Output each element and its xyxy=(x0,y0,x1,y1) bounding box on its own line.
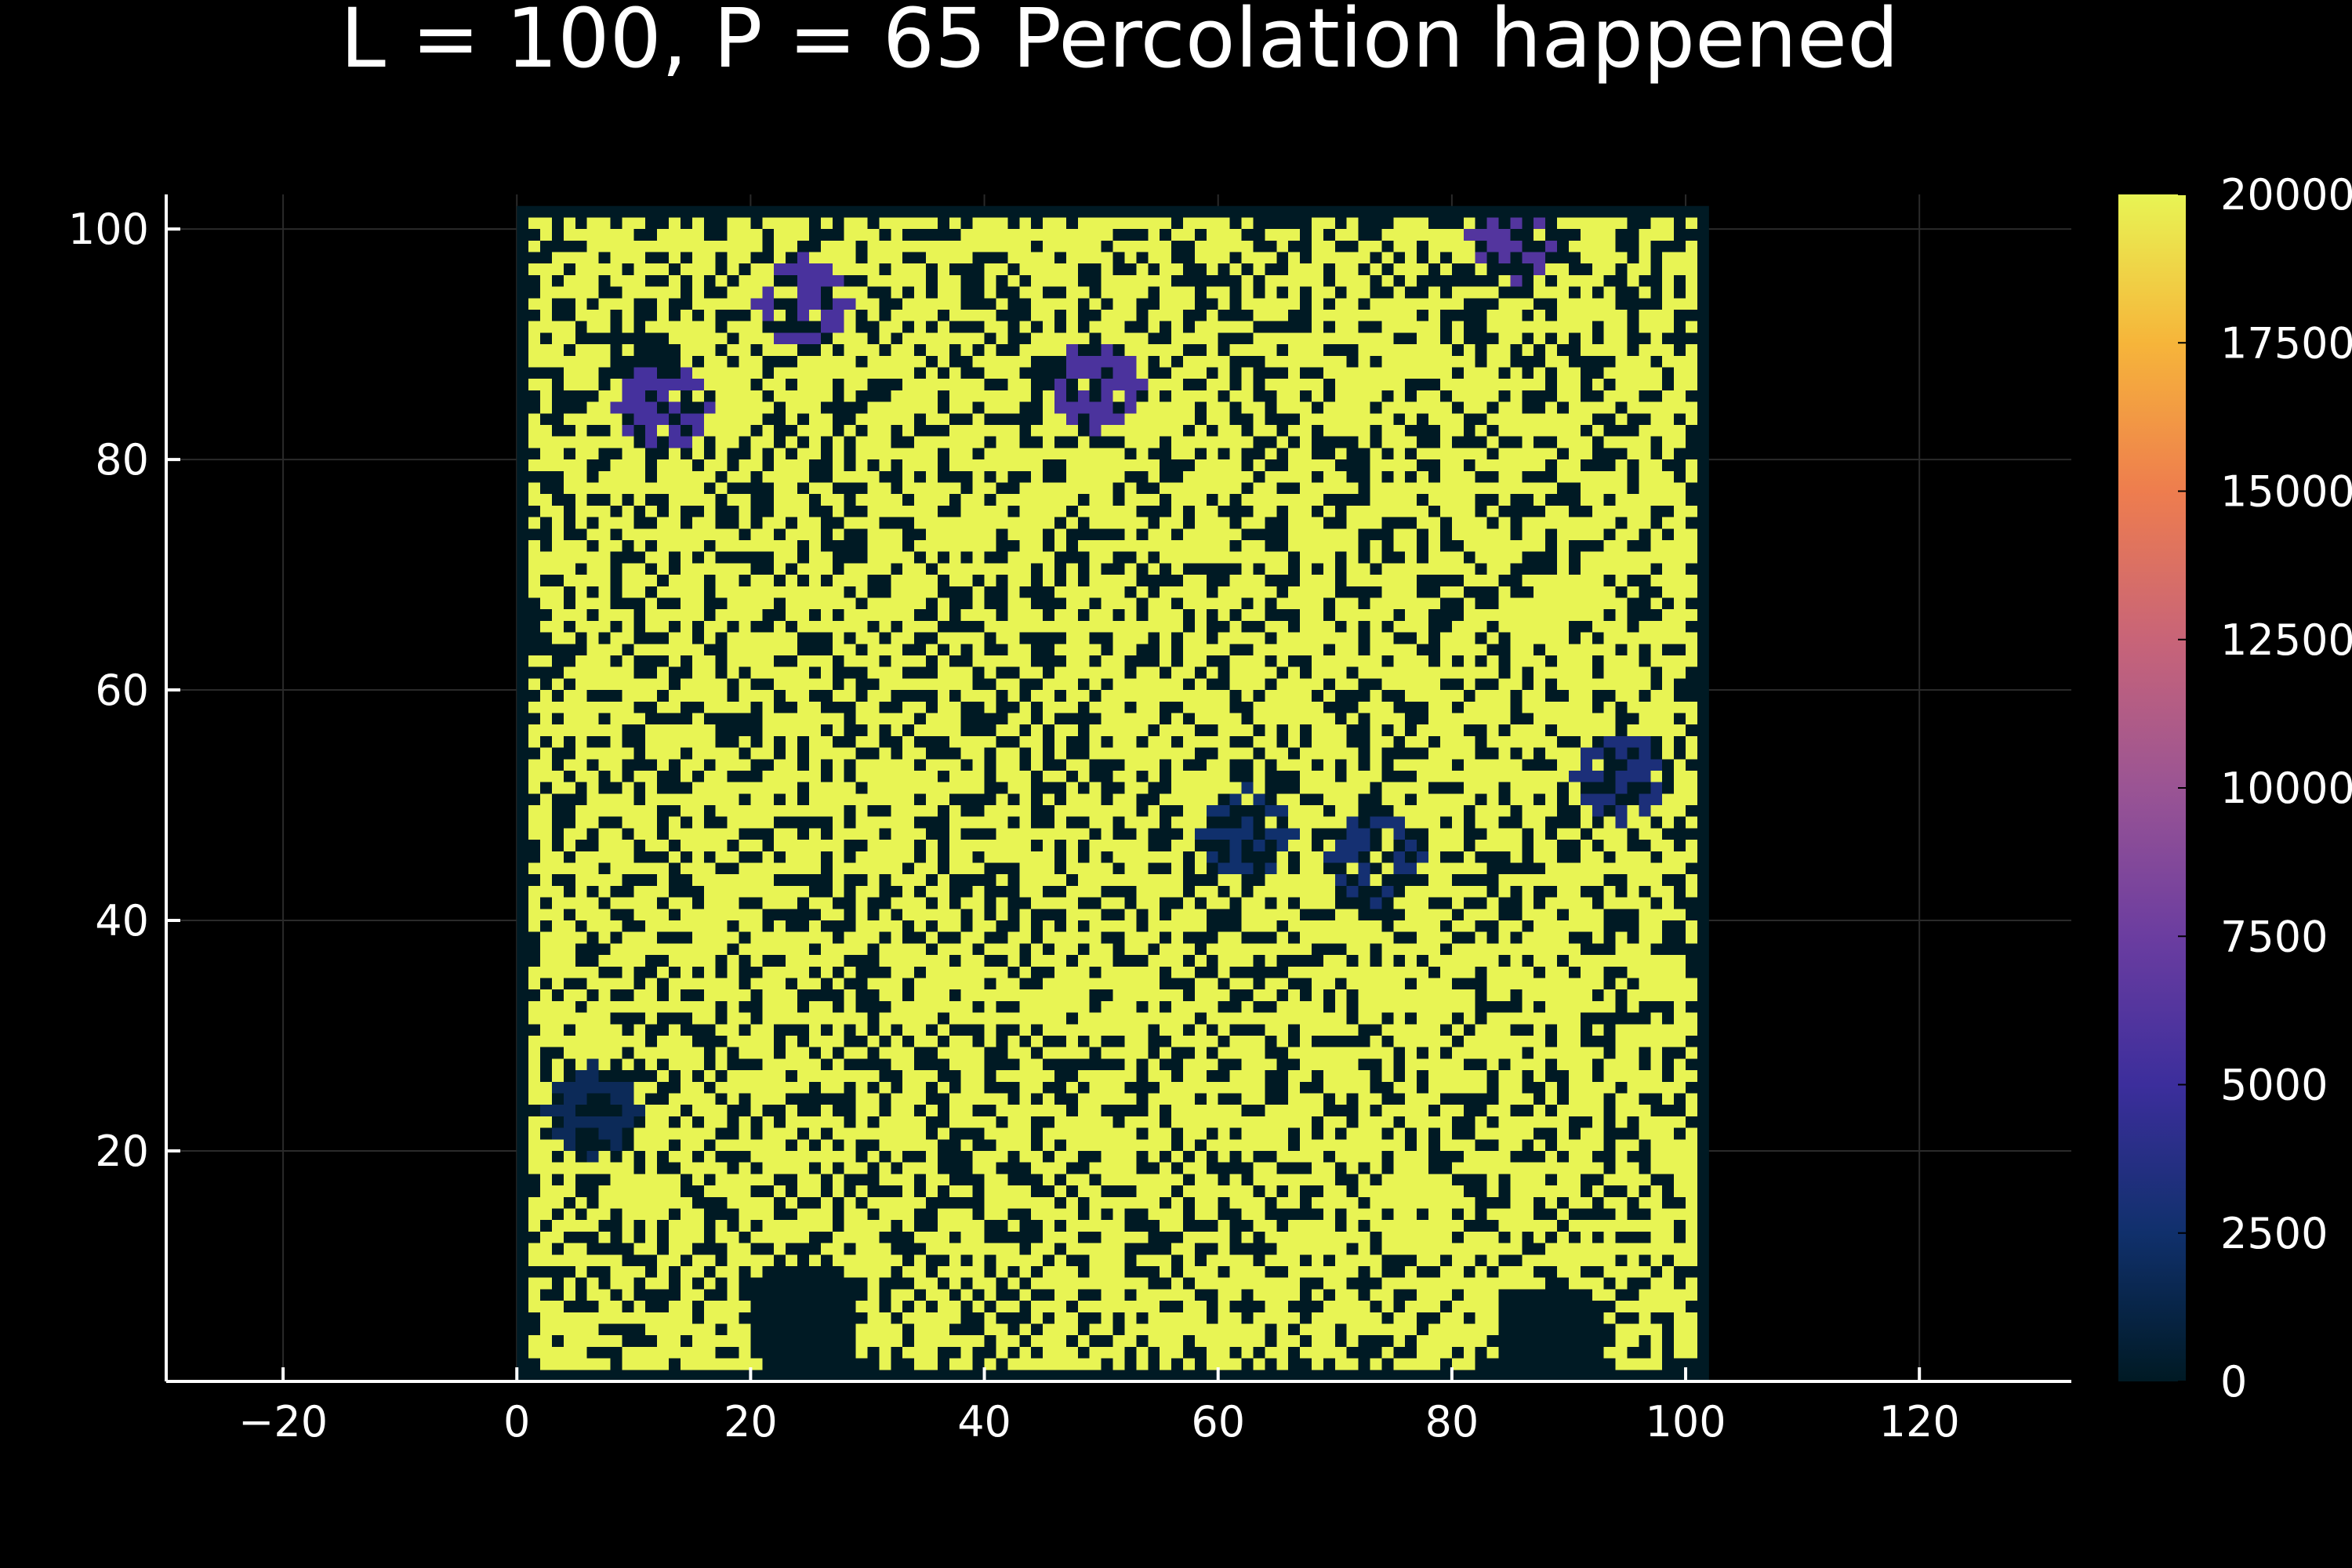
x-tick-label: 0 xyxy=(503,1397,530,1446)
colorbar: 0 2500 5000 7500 10000 12500 15000 17500 20000 xyxy=(2118,170,2352,1406)
colorbar-tick-label: 15000 xyxy=(2220,467,2352,517)
axes xyxy=(165,194,2071,1383)
x-tick-label: −20 xyxy=(238,1397,328,1446)
heatmap-image xyxy=(517,205,1709,1382)
y-tick-label: 80 xyxy=(95,435,149,485)
x-tick-label: 60 xyxy=(1191,1397,1245,1446)
y-tick-label: 60 xyxy=(95,666,149,715)
y-tick-label: 20 xyxy=(95,1127,149,1176)
colorbar-tick-label: 17500 xyxy=(2220,318,2352,368)
colorbar-tick-label: 2500 xyxy=(2220,1209,2328,1258)
colorbar-tick-label: 10000 xyxy=(2220,764,2352,813)
y-tick-label: 100 xyxy=(68,205,149,254)
x-tick-label: 120 xyxy=(1879,1397,1960,1446)
x-axis-ticks: −20 0 20 40 60 80 100 120 xyxy=(238,1367,1960,1446)
x-tick-label: 100 xyxy=(1645,1397,1726,1446)
y-tick-label: 40 xyxy=(95,896,149,946)
colorbar-tick-label: 7500 xyxy=(2220,912,2328,961)
x-tick-label: 80 xyxy=(1425,1397,1479,1446)
chart-title: L = 100, P = 65 Percolation happened xyxy=(340,0,1899,86)
x-tick-label: 40 xyxy=(957,1397,1011,1446)
colorbar-gradient xyxy=(2118,194,2186,1381)
colorbar-tick-label: 5000 xyxy=(2220,1061,2328,1110)
colorbar-tick-label: 20000 xyxy=(2220,170,2352,220)
y-axis-ticks: 20 40 60 80 100 xyxy=(68,205,180,1176)
heatmap-cells xyxy=(517,205,1709,1382)
colorbar-tick-label: 12500 xyxy=(2220,615,2352,665)
x-tick-label: 20 xyxy=(724,1397,778,1446)
colorbar-tick-label: 0 xyxy=(2220,1357,2247,1406)
